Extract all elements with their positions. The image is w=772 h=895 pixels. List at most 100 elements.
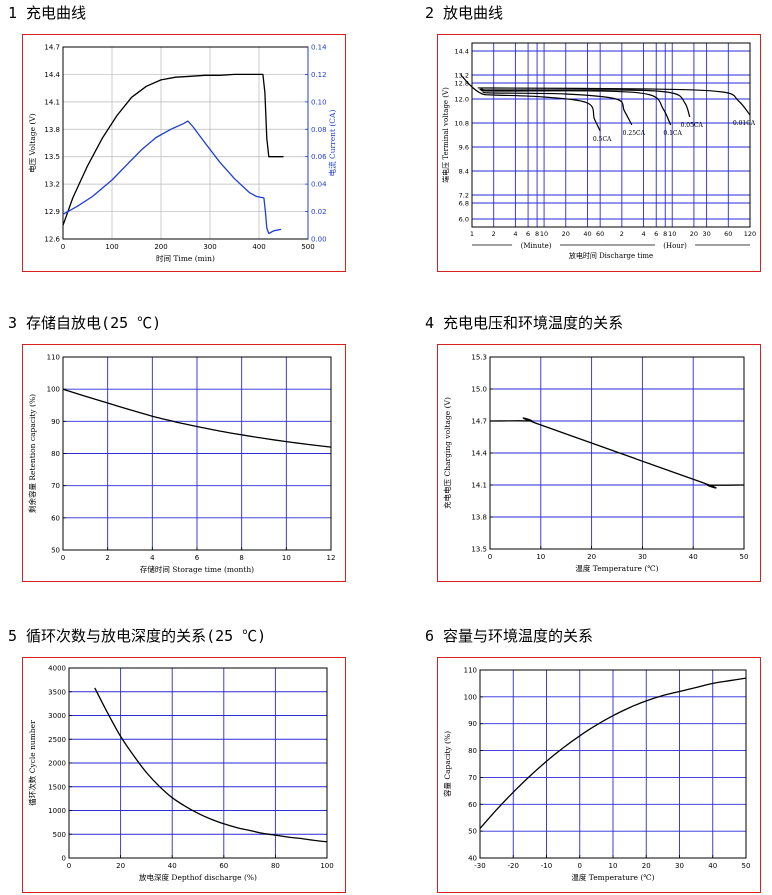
x-tick-label: 40 bbox=[583, 230, 591, 238]
y-axis-label: 循环次数 Cycle number bbox=[27, 720, 37, 806]
y-tick-label: 9.6 bbox=[459, 144, 469, 152]
chart-2-heading: 2 放电曲线 bbox=[425, 4, 504, 22]
plot-frame bbox=[68, 667, 328, 859]
discharge-series-line-1 bbox=[460, 74, 601, 132]
plot-frame bbox=[479, 669, 747, 859]
y2-tick-label: 0.00 bbox=[311, 236, 327, 244]
y-tick-label: 13.2 bbox=[44, 181, 60, 189]
chart-6-heading: 6 容量与环境温度的关系 bbox=[425, 627, 594, 645]
series-label: 0.05CA bbox=[681, 122, 704, 129]
y-tick-label: 10.8 bbox=[455, 120, 469, 128]
x-tick-label: 0 bbox=[67, 862, 71, 870]
y-tick-label: 0 bbox=[62, 855, 66, 863]
x-tick-label: 40 bbox=[689, 553, 698, 561]
hour-unit-label: (Hour) bbox=[663, 242, 687, 250]
y-tick-label: 3000 bbox=[48, 712, 66, 720]
x-tick-label: 30 bbox=[702, 230, 710, 238]
discharge-curve-chart: 1 2 4 6 8 10 20 40 60 2 4 6 8 10 20 30 60 1206.06.87.28.4… bbox=[441, 42, 756, 260]
x-tick-label: 30 bbox=[638, 553, 647, 561]
x-tick-label: 400 bbox=[252, 243, 265, 251]
y2-tick-label: 0.06 bbox=[311, 153, 327, 161]
x-tick-label: 20 bbox=[642, 862, 651, 870]
y-tick-label: 90 bbox=[51, 418, 60, 426]
y-tick-label: 14.4 bbox=[471, 450, 487, 458]
y-tick-label: 60 bbox=[468, 801, 477, 809]
y-tick-label: 100 bbox=[464, 693, 477, 701]
x-tick-label: 100 bbox=[105, 243, 118, 251]
x-tick-label: 8 bbox=[663, 230, 667, 238]
x-axis-label: 温度 Temperature (℃) bbox=[575, 563, 658, 573]
y-tick-label: 14.7 bbox=[471, 418, 487, 426]
series-label: 0.25CA bbox=[623, 130, 646, 137]
y-tick-label: 50 bbox=[51, 547, 60, 555]
y-tick-label: 12.0 bbox=[455, 96, 469, 104]
x-axis-label: 温度 Temperature (℃) bbox=[571, 872, 654, 882]
minute-unit-label: (Minute) bbox=[521, 242, 552, 250]
series-line-1 bbox=[489, 417, 745, 489]
y2-tick-label: 0.10 bbox=[311, 98, 327, 106]
y-tick-label: 40 bbox=[468, 855, 477, 863]
series-line-1 bbox=[94, 687, 328, 843]
y-tick-label: 110 bbox=[47, 354, 60, 362]
discharge-series-line-5 bbox=[477, 87, 751, 116]
plot-frame bbox=[62, 356, 332, 551]
y-tick-label: 3500 bbox=[48, 688, 66, 696]
y-tick-label: 14.7 bbox=[44, 44, 60, 52]
x-tick-label: 50 bbox=[742, 862, 751, 870]
charge-curve-chart: 0 100 200 300 400 500 12.6 12.9 13.2 13.5 13.8 14.1… bbox=[27, 44, 337, 264]
x-tick-label: 1 bbox=[470, 230, 474, 238]
y-tick-label: 14.1 bbox=[44, 98, 60, 106]
x-tick-label: 60 bbox=[219, 862, 228, 870]
y-tick-label: 70 bbox=[468, 774, 477, 782]
x-tick-label: 10 bbox=[536, 553, 545, 561]
y-tick-label: 13.5 bbox=[44, 153, 60, 161]
y-tick-label: 80 bbox=[51, 450, 60, 458]
x-axis-label: 时间 Time (min) bbox=[156, 253, 215, 263]
x-tick-label: -10 bbox=[541, 862, 552, 870]
x-tick-label: 120 bbox=[744, 230, 756, 238]
charge-curve-card: 0 100 200 300 400 500 12.6 12.9 13.2 13.5 13.8 14.1… bbox=[22, 34, 346, 272]
y-tick-label: 12.6 bbox=[44, 236, 60, 244]
y-tick-label: 6.8 bbox=[459, 200, 469, 208]
y-tick-label: 14.4 bbox=[44, 71, 60, 79]
x-axis-label: 存储时间 Storage time (month) bbox=[140, 564, 254, 574]
storage-self-discharge-chart: 0 2 4 6 8 10 12 50 60 70 80 90 100 110 存储时间 Storage ti… bbox=[27, 354, 336, 575]
x-tick-label: 200 bbox=[154, 243, 167, 251]
x-axis-label: 放电深度 Depthof discharge (%) bbox=[139, 872, 257, 882]
x-tick-label: 2 bbox=[620, 230, 624, 238]
y-tick-label: 50 bbox=[468, 828, 477, 836]
x-tick-label: 100 bbox=[320, 862, 333, 870]
x-tick-label: 6 bbox=[654, 230, 658, 238]
charge-voltage-temperature-chart: 0 10 20 30 40 50 13.5 13.8 14.1 14.4 14.7 15.0 15.3 温… bbox=[442, 354, 748, 574]
series-label: 0.5CA bbox=[593, 136, 612, 143]
y-tick-label: 13.8 bbox=[471, 514, 487, 522]
chart-4-heading: 4 充电电压和环境温度的关系 bbox=[425, 314, 624, 332]
x-tick-label: 0 bbox=[61, 243, 65, 251]
plot-frame bbox=[489, 356, 745, 550]
charge-voltage-temperature-card: 0 10 20 30 40 50 13.5 13.8 14.1 14.4 14.7 15.0 15.3 温… bbox=[437, 344, 761, 582]
x-tick-label: 8 bbox=[535, 230, 539, 238]
x-tick-label: 20 bbox=[690, 230, 698, 238]
y-axis-label: 电压 Voltage (V) bbox=[27, 113, 37, 172]
plot-frame bbox=[471, 42, 751, 228]
y-axis-label: 剩余容量 Retention capacity (%) bbox=[27, 394, 37, 513]
y-tick-label: 80 bbox=[468, 747, 477, 755]
y-tick-label: 2500 bbox=[48, 736, 66, 744]
x-tick-label: 12 bbox=[327, 554, 336, 562]
series-label: 0.1CA bbox=[663, 130, 682, 137]
x-tick-label: 2 bbox=[492, 230, 496, 238]
x-tick-label: 60 bbox=[596, 230, 604, 238]
y-tick-label: 70 bbox=[51, 482, 60, 490]
series-line-1 bbox=[62, 388, 332, 448]
x-axis-label: 放电时间 Discharge time bbox=[569, 251, 653, 260]
x-tick-label: 10 bbox=[609, 862, 618, 870]
y2-axis-label: 电流 Current (CA) bbox=[327, 110, 337, 177]
x-tick-label: 80 bbox=[271, 862, 280, 870]
x-tick-label: 20 bbox=[587, 553, 596, 561]
x-tick-label: 10 bbox=[282, 554, 291, 562]
y-axis-label: 容量 Capacity (%) bbox=[442, 731, 452, 797]
capacity-temperature-card: -30 -20 -10 0 10 20 30 40 50 40 50 60 70 80 90 100 110 温度… bbox=[437, 657, 761, 893]
cycle-life-dod-chart: 0 20 40 60 80 1000500100015002000250030003500… bbox=[27, 665, 334, 883]
chart-3-heading: 3 存储自放电(25 ℃) bbox=[8, 314, 162, 332]
y-tick-label: 7.2 bbox=[459, 192, 469, 200]
